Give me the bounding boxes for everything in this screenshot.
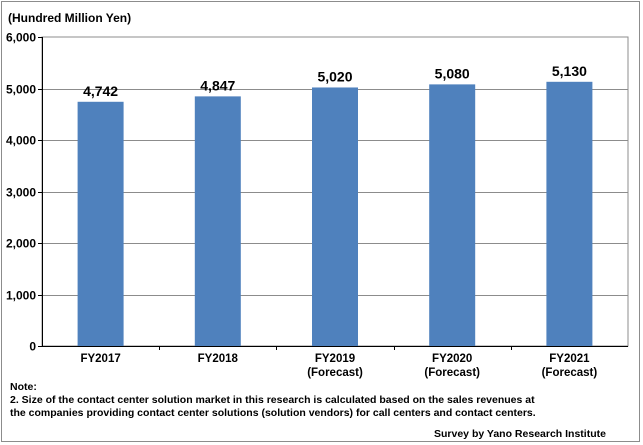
x-tick-label: FY2018 — [198, 353, 239, 365]
y-tick-label: 0 — [29, 340, 36, 354]
y-tick-label: 5,000 — [6, 83, 36, 97]
unit-label: (Hundred Million Yen) — [8, 11, 131, 25]
note-line-1: 2. Size of the contact center solution m… — [10, 394, 535, 406]
x-tick-label: FY2019 — [315, 353, 355, 365]
x-tick-label: FY2021 — [549, 353, 590, 365]
x-tick-label: FY2020 — [432, 353, 472, 365]
x-tick-label: (Forecast) — [424, 367, 480, 379]
x-tick-label: FY2017 — [80, 353, 120, 365]
note-line-2: the companies providing contact center s… — [10, 407, 536, 419]
source-credit: Survey by Yano Research Institute — [434, 428, 606, 440]
bar-fy2020 — [429, 84, 476, 346]
data-label: 4,847 — [200, 77, 235, 93]
bar-fy2019 — [312, 87, 358, 346]
data-label: 5,130 — [552, 63, 587, 79]
y-tick-label: 6,000 — [6, 31, 36, 45]
y-tick-label: 1,000 — [6, 289, 36, 303]
x-tick-label: (Forecast) — [542, 367, 598, 379]
bar-fy2017 — [77, 101, 124, 346]
data-label: 5,020 — [317, 68, 352, 84]
y-tick-label: 2,000 — [6, 237, 36, 251]
note-heading: Note: — [10, 381, 37, 393]
data-label: 5,080 — [435, 65, 470, 81]
y-tick-label: 4,000 — [6, 134, 36, 148]
data-label: 4,742 — [83, 83, 118, 99]
bar-fy2018 — [194, 96, 241, 346]
y-tick-label: 3,000 — [6, 186, 36, 200]
x-tick-label: (Forecast) — [307, 367, 363, 379]
bar-fy2021 — [546, 81, 593, 347]
